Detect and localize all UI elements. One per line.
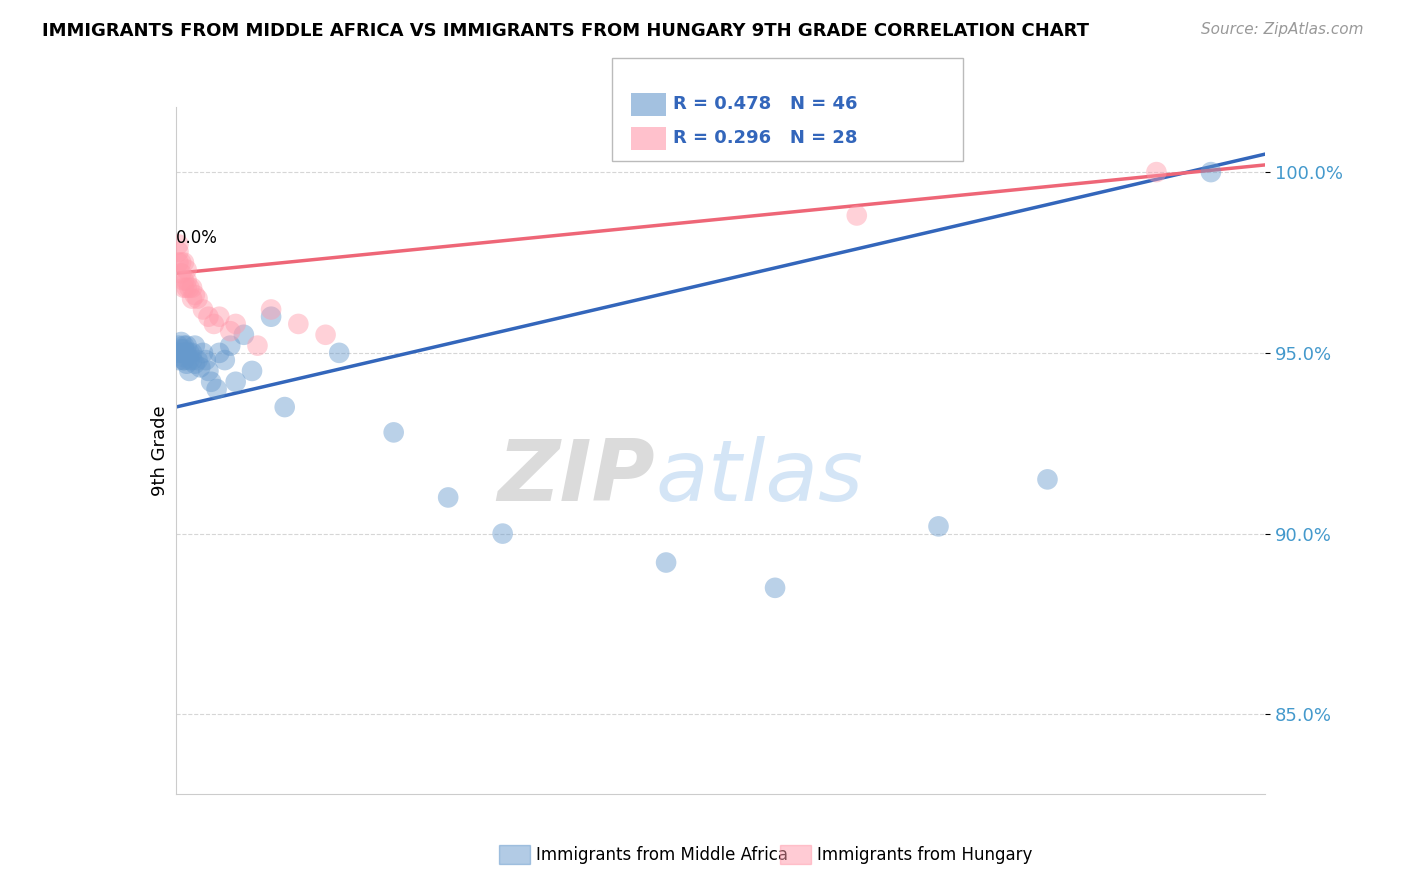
Text: atlas: atlas (655, 436, 863, 519)
Point (184, 288, 207, 302)
Point (181, 292, 204, 306)
Text: Source: ZipAtlas.com: Source: ZipAtlas.com (1201, 22, 1364, 37)
Point (167, 346, 190, 360)
Point (167, 237, 190, 252)
Point (181, 353, 204, 368)
Point (173, 353, 195, 368)
Text: Immigrants from Middle Africa: Immigrants from Middle Africa (536, 846, 787, 863)
Y-axis label: 9th Grade: 9th Grade (150, 405, 169, 496)
Point (173, 338, 195, 352)
Point (179, 353, 201, 368)
Text: R = 0.478   N = 46: R = 0.478 N = 46 (673, 95, 858, 113)
Point (197, 310, 219, 324)
Point (260, 302, 283, 317)
Point (176, 346, 198, 360)
Point (173, 274, 195, 288)
Point (232, 327, 254, 342)
Point (214, 353, 236, 368)
Point (167, 338, 190, 352)
Point (176, 338, 198, 352)
Point (194, 353, 217, 368)
Point (184, 357, 207, 371)
Point (655, 556, 678, 570)
Point (202, 317, 225, 331)
Point (191, 346, 214, 360)
Text: R = 0.296   N = 28: R = 0.296 N = 28 (673, 129, 858, 147)
Point (492, 526, 515, 541)
Point (176, 262, 198, 277)
Point (1199, 165, 1222, 179)
Point (170, 266, 193, 280)
Point (1144, 165, 1167, 179)
Point (179, 281, 201, 295)
Text: 0.0%: 0.0% (176, 228, 218, 246)
Point (328, 346, 350, 360)
Point (260, 310, 283, 324)
Point (246, 338, 269, 352)
Point (200, 375, 222, 389)
Point (170, 334, 193, 349)
Point (186, 292, 209, 306)
Point (176, 357, 198, 371)
Point (170, 350, 193, 364)
Point (219, 324, 242, 338)
Point (170, 346, 193, 360)
Point (205, 382, 228, 396)
Point (167, 255, 190, 269)
Point (208, 346, 231, 360)
Point (208, 310, 231, 324)
Point (197, 364, 219, 378)
Point (173, 255, 195, 269)
Point (176, 281, 198, 295)
Point (179, 346, 201, 360)
Point (173, 353, 195, 368)
Point (191, 302, 214, 317)
Point (225, 317, 247, 331)
Point (315, 327, 337, 342)
Point (437, 491, 460, 505)
Point (170, 255, 193, 269)
Point (274, 400, 297, 414)
Point (928, 519, 950, 533)
Point (184, 338, 207, 352)
Point (181, 346, 204, 360)
Text: ZIP: ZIP (498, 436, 655, 519)
Point (176, 274, 198, 288)
Point (763, 581, 786, 595)
Point (173, 281, 195, 295)
Point (382, 425, 405, 440)
Text: Immigrants from Hungary: Immigrants from Hungary (817, 846, 1032, 863)
Point (179, 364, 201, 378)
Point (173, 346, 195, 360)
Point (181, 281, 204, 295)
Point (186, 353, 209, 368)
Point (219, 338, 242, 352)
Point (1036, 472, 1059, 486)
Point (173, 343, 195, 357)
Point (188, 360, 211, 375)
Point (287, 317, 309, 331)
Point (167, 244, 190, 259)
Point (167, 353, 190, 368)
Text: IMMIGRANTS FROM MIDDLE AFRICA VS IMMIGRANTS FROM HUNGARY 9TH GRADE CORRELATION C: IMMIGRANTS FROM MIDDLE AFRICA VS IMMIGRA… (42, 22, 1090, 40)
Point (170, 343, 193, 357)
Point (240, 364, 263, 378)
Point (845, 209, 868, 223)
Point (225, 375, 247, 389)
